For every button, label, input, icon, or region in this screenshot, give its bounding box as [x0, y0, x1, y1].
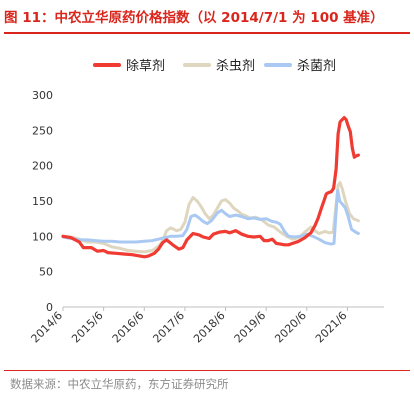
- x-tick-label: 2021/6: [313, 309, 350, 346]
- y-tick-label: 300: [32, 89, 53, 102]
- x-tick-label: 2017/6: [150, 309, 187, 346]
- x-tick-label: 2014/6: [29, 309, 66, 346]
- data-source-note: 数据来源：中农立华原药，东方证券研究所: [10, 377, 229, 391]
- x-axis-tick-labels: 2014/6 2015/6 2016/6 2017/6 2018/6 2019/6 2020…: [29, 307, 350, 345]
- legend-label: 杀虫剂: [216, 59, 255, 74]
- series-line-1: [61, 116, 360, 259]
- x-tick-label: 2020/6: [272, 309, 309, 346]
- price-index-chart: 除草剂 杀虫剂 杀菌剂 0 50 100 150 200 250 300 2014/6 2015/…: [29, 59, 384, 345]
- x-tick-label: 2019/6: [232, 309, 269, 346]
- series-line-3: [61, 188, 360, 246]
- x-tick-label: 2018/6: [191, 309, 228, 346]
- y-tick-label: 200: [32, 160, 53, 173]
- title-rule: [4, 32, 410, 34]
- y-tick-label: 50: [39, 266, 53, 279]
- legend: 除草剂 杀虫剂 杀菌剂: [93, 59, 336, 74]
- series-line-2: [61, 181, 360, 254]
- chart-title: 图 11：中农立华原药价格指数（以 2014/7/1 为 100 基准）: [4, 10, 384, 26]
- series-lines: [61, 116, 360, 259]
- x-tick-label: 2015/6: [69, 309, 106, 346]
- y-axis-tick-labels: 0 50 100 150 200 250 300: [32, 89, 53, 314]
- y-tick-label: 0: [46, 301, 53, 314]
- y-tick-label: 250: [32, 124, 53, 137]
- legend-label: 杀菌剂: [297, 59, 336, 74]
- y-tick-label: 150: [32, 195, 53, 208]
- y-tick-label: 100: [32, 230, 53, 243]
- x-tick-label: 2016/6: [110, 309, 147, 346]
- legend-label: 除草剂: [126, 59, 165, 74]
- footer-rule: [4, 370, 410, 371]
